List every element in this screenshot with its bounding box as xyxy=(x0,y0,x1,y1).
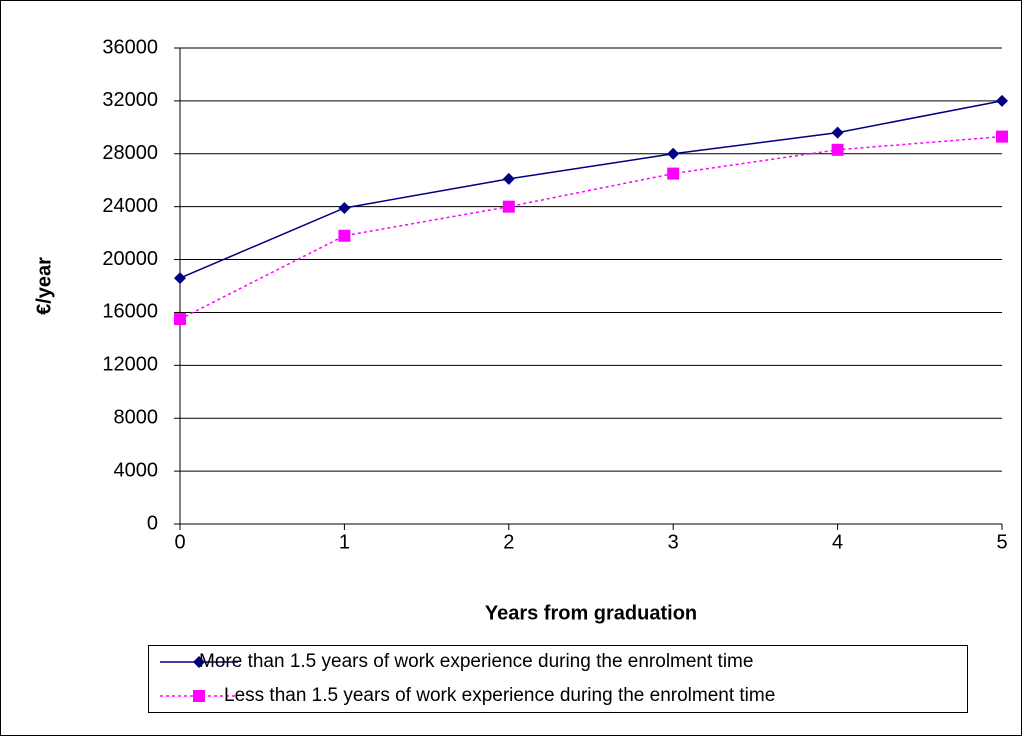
legend-label: More than 1.5 years of work experience d… xyxy=(199,651,753,672)
y-axis-title: €/year xyxy=(33,257,55,315)
data-point xyxy=(831,126,844,139)
x-tick-label: 5 xyxy=(996,531,1007,553)
x-tick-label: 0 xyxy=(174,531,185,553)
legend-marker xyxy=(193,656,205,668)
data-point xyxy=(831,143,844,156)
data-point xyxy=(667,167,680,180)
data-point xyxy=(174,272,186,285)
x-tick-label: 3 xyxy=(668,531,679,553)
y-tick-label: 16000 xyxy=(102,301,158,323)
data-point xyxy=(996,130,1008,143)
data-point xyxy=(502,172,515,185)
legend-marker xyxy=(193,690,205,702)
y-tick-label: 8000 xyxy=(114,407,159,429)
data-point xyxy=(502,200,515,213)
data-point xyxy=(174,313,186,326)
y-tick-label: 12000 xyxy=(102,354,158,376)
y-tick-label: 28000 xyxy=(102,142,158,164)
x-tick-label: 1 xyxy=(339,531,350,553)
x-axis-title: Years from graduation xyxy=(485,602,697,624)
series-line xyxy=(179,100,1003,279)
data-point xyxy=(338,201,351,214)
x-tick-label: 2 xyxy=(503,531,514,553)
y-tick-label: 32000 xyxy=(102,89,158,111)
data-point xyxy=(338,229,351,242)
y-tick-label: 36000 xyxy=(102,36,158,58)
x-tick-label: 4 xyxy=(832,531,843,553)
data-point xyxy=(667,147,680,160)
legend-box xyxy=(148,645,968,713)
data-point xyxy=(996,94,1008,107)
y-tick-label: 24000 xyxy=(102,195,158,217)
y-tick-label: 0 xyxy=(147,512,158,534)
y-tick-label: 20000 xyxy=(102,248,158,270)
legend-label: Less than 1.5 years of work experience d… xyxy=(224,685,775,706)
y-tick-label: 4000 xyxy=(114,459,159,481)
